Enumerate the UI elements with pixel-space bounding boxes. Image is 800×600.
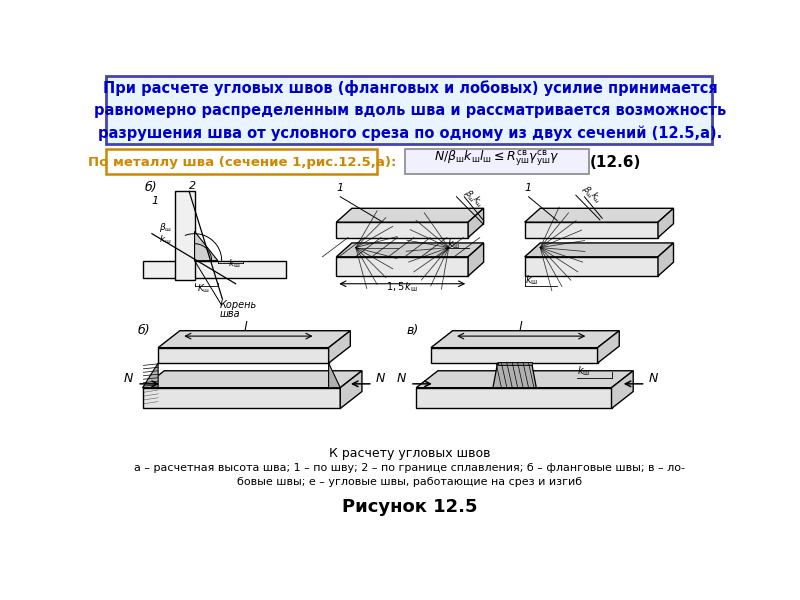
Text: $k_{\rm ш}$: $k_{\rm ш}$ xyxy=(159,234,171,247)
Text: К расчету угловых швов: К расчету угловых швов xyxy=(330,446,490,460)
Text: 1: 1 xyxy=(336,184,343,193)
Polygon shape xyxy=(336,208,484,222)
Polygon shape xyxy=(431,331,619,347)
Text: N: N xyxy=(397,371,406,385)
Text: $k_{\rm ш}$: $k_{\rm ш}$ xyxy=(578,365,590,379)
Text: 2: 2 xyxy=(189,181,196,191)
Text: N: N xyxy=(123,371,133,385)
Bar xyxy=(142,260,286,278)
Bar xyxy=(431,347,598,363)
Bar xyxy=(416,388,611,409)
Text: $K_{\rm ш}$: $K_{\rm ш}$ xyxy=(197,283,210,295)
Polygon shape xyxy=(142,363,158,388)
Text: l: l xyxy=(518,322,522,334)
Polygon shape xyxy=(329,331,350,363)
Polygon shape xyxy=(416,371,634,388)
Bar xyxy=(336,222,468,238)
Text: $k_{\rm ш}$: $k_{\rm ш}$ xyxy=(586,190,604,206)
Polygon shape xyxy=(525,243,674,257)
Text: $N/\beta_{\rm ш} k_{\rm ш} l_{\rm ш}  \leq  R^{\rm св}_{\rm уш} \gamma^{\rm св}_: $N/\beta_{\rm ш} k_{\rm ш} l_{\rm ш} \le… xyxy=(434,149,560,168)
Text: 1: 1 xyxy=(152,196,159,206)
Text: 1: 1 xyxy=(525,184,532,193)
Bar xyxy=(142,388,340,409)
Polygon shape xyxy=(158,331,350,347)
Polygon shape xyxy=(142,371,362,388)
Text: При расчете угловых швов (фланговых и лобовых) усилие принимается
равномерно рас: При расчете угловых швов (фланговых и ло… xyxy=(94,80,726,141)
Polygon shape xyxy=(340,371,362,409)
Text: в): в) xyxy=(406,324,418,337)
Bar xyxy=(158,347,329,363)
Text: $k_{\rm ш}$: $k_{\rm ш}$ xyxy=(447,238,460,251)
Polygon shape xyxy=(611,371,634,409)
Text: По металлу шва (сечение 1,рис.12.5,а):: По металлу шва (сечение 1,рис.12.5,а): xyxy=(88,155,396,169)
Text: $1,5\,k_{\rm ш}$: $1,5\,k_{\rm ш}$ xyxy=(386,280,418,294)
FancyBboxPatch shape xyxy=(405,149,589,175)
Polygon shape xyxy=(493,363,536,388)
Text: $k_{\rm ш}$: $k_{\rm ш}$ xyxy=(469,193,486,210)
FancyBboxPatch shape xyxy=(106,149,378,175)
Polygon shape xyxy=(329,363,340,388)
Bar xyxy=(175,191,194,280)
Polygon shape xyxy=(598,331,619,363)
Text: $k_{\rm ш}$: $k_{\rm ш}$ xyxy=(525,273,538,287)
Text: N: N xyxy=(649,371,658,385)
Text: а – расчетная высота шва; 1 – по шву; 2 – по границе сплавления; б – фланговые ш: а – расчетная высота шва; 1 – по шву; 2 … xyxy=(134,463,686,487)
Polygon shape xyxy=(336,243,484,257)
Bar xyxy=(525,257,658,276)
Bar xyxy=(498,362,532,365)
Polygon shape xyxy=(468,208,484,238)
Polygon shape xyxy=(658,243,674,276)
Text: Рисунок 12.5: Рисунок 12.5 xyxy=(342,498,478,516)
Text: $\beta_{\rm ш}$: $\beta_{\rm ш}$ xyxy=(579,183,597,201)
Bar xyxy=(336,257,468,276)
Bar xyxy=(525,222,658,238)
Polygon shape xyxy=(194,232,218,260)
Polygon shape xyxy=(525,208,674,222)
Polygon shape xyxy=(658,208,674,238)
Text: б): б) xyxy=(138,324,150,337)
Text: $\beta_{\rm ш}$: $\beta_{\rm ш}$ xyxy=(159,221,172,234)
FancyBboxPatch shape xyxy=(106,76,712,143)
Text: шва: шва xyxy=(220,309,241,319)
Text: l: l xyxy=(244,322,247,334)
Text: $k_{\rm ш}$: $k_{\rm ш}$ xyxy=(228,257,240,269)
Polygon shape xyxy=(468,243,484,276)
Text: N: N xyxy=(376,371,386,385)
Text: (12.6): (12.6) xyxy=(590,155,641,170)
Text: б): б) xyxy=(145,181,158,194)
Text: $\beta_{\rm ш}$: $\beta_{\rm ш}$ xyxy=(461,187,479,205)
Text: Корень: Корень xyxy=(220,301,258,310)
